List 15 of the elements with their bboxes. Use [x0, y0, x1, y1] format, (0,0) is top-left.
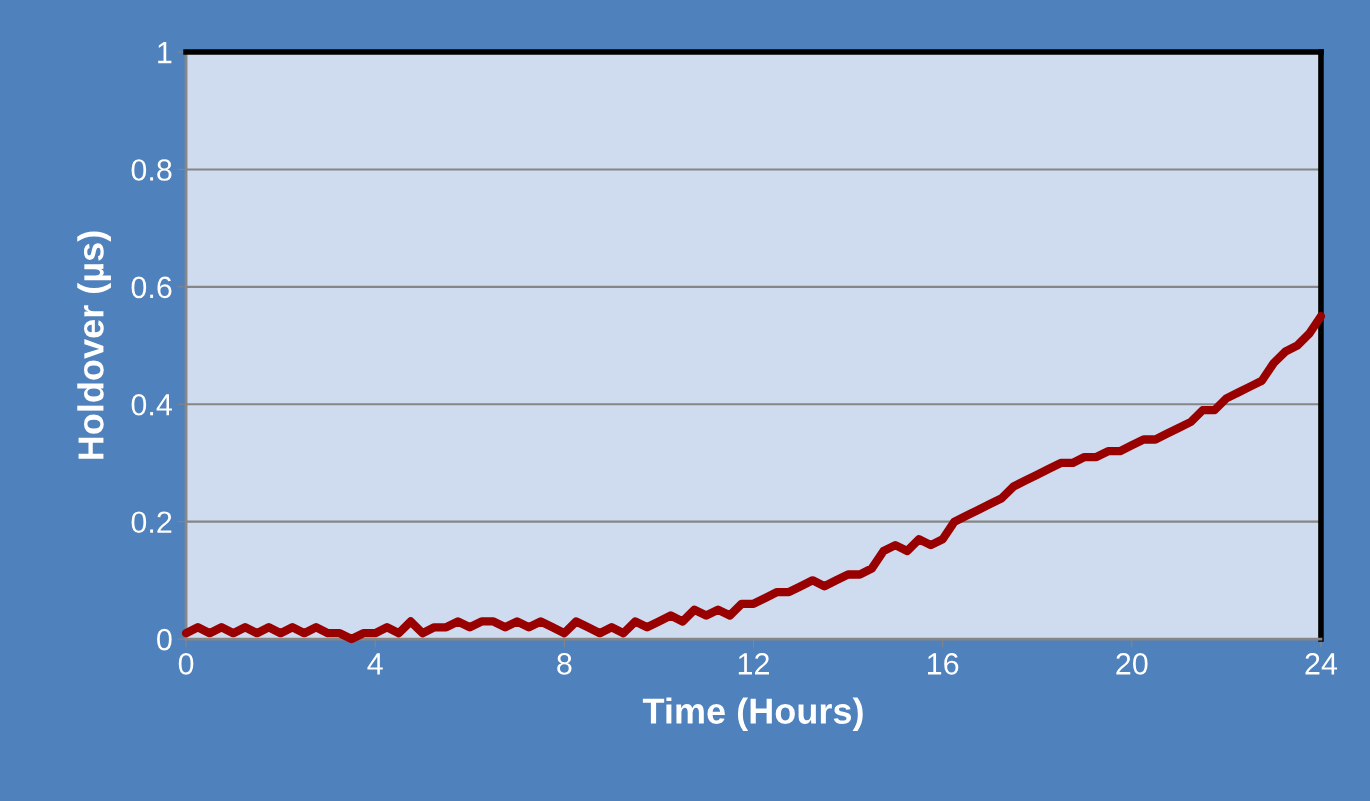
y-tick-label: 1 — [158, 42, 172, 64]
x-tick-label: 24 — [1305, 653, 1338, 675]
y-tick-label: 0.4 — [131, 393, 172, 416]
x-tick-label: 12 — [738, 653, 769, 675]
y-axis-title: Holdover (µs) — [77, 231, 111, 459]
y-tick-label: 0.2 — [131, 511, 172, 534]
x-tick-label: 8 — [557, 653, 572, 675]
x-tick-label: 4 — [367, 653, 383, 675]
y-tick-label: 0.6 — [131, 276, 172, 299]
x-tick-label: 0 — [178, 653, 194, 675]
x-tick-label: 20 — [1116, 653, 1148, 675]
x-tick-label: 16 — [927, 653, 959, 675]
y-tick-label: 0 — [157, 628, 172, 651]
x-axis-title: Time (Hours) — [642, 697, 863, 732]
y-tick-label: 0.8 — [131, 159, 172, 181]
